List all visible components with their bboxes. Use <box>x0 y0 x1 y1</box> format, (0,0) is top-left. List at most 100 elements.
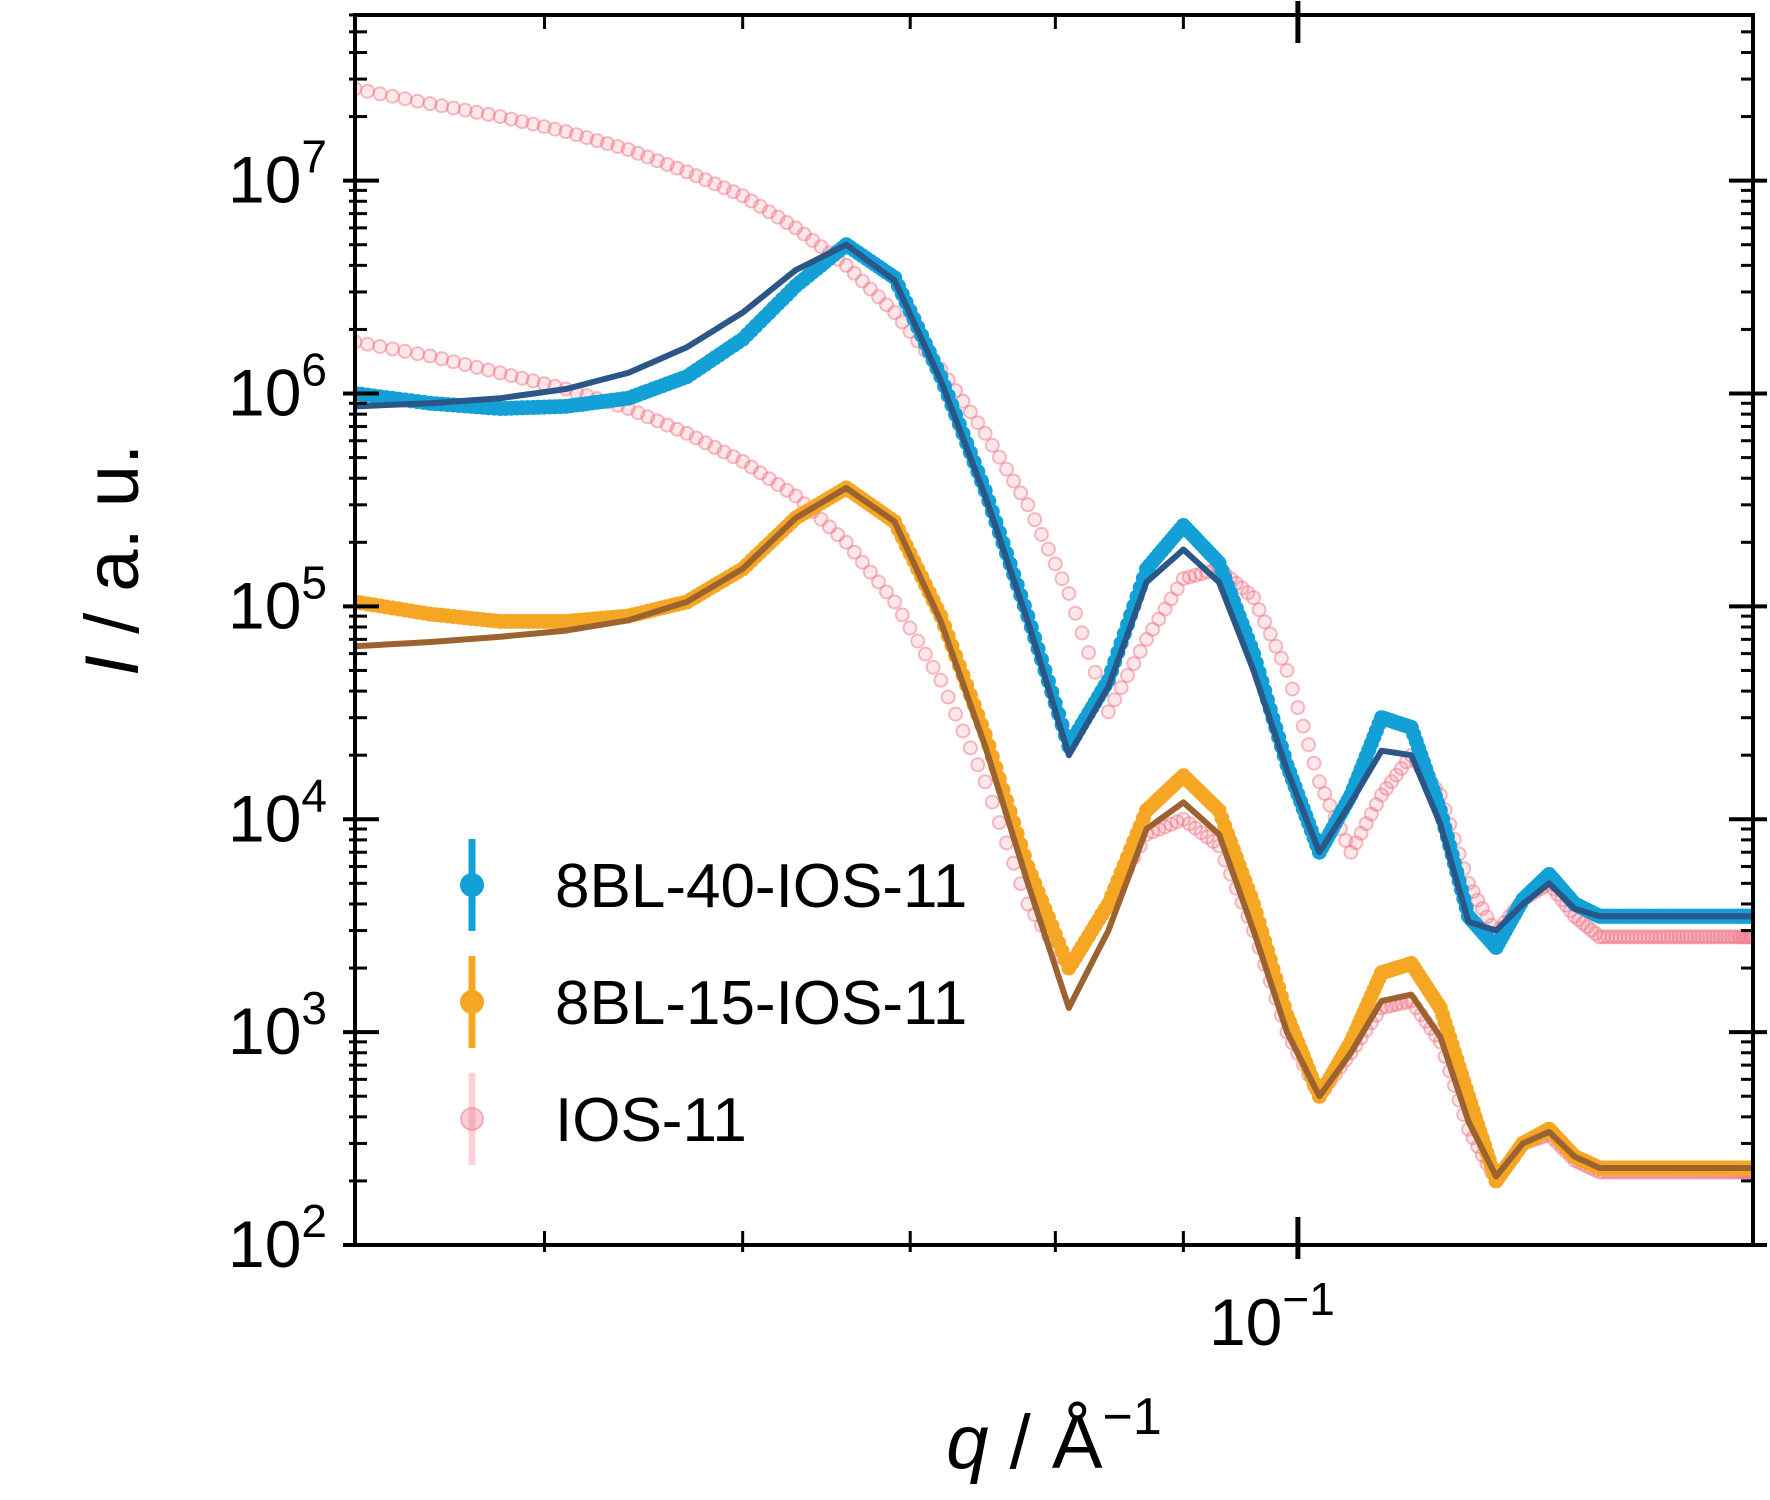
legend: 8BL-40-IOS-11 8BL-15-IOS-11 IOS-11 <box>460 839 967 1165</box>
data-point <box>991 815 1007 830</box>
data-point <box>1474 901 1490 916</box>
data-point <box>1273 650 1289 666</box>
data-point <box>1663 929 1679 945</box>
series-layer <box>355 81 1753 1189</box>
data-point <box>397 343 413 359</box>
data-point <box>1306 755 1322 771</box>
data-point <box>503 368 519 384</box>
data-point <box>492 109 508 125</box>
data-point <box>940 689 956 705</box>
data-point <box>970 757 986 773</box>
data-point <box>1290 700 1306 716</box>
y-tick-label: 105 <box>228 556 327 642</box>
data-point <box>1470 892 1486 908</box>
data-point <box>1040 541 1056 557</box>
data-point <box>1113 680 1129 696</box>
data-point <box>503 111 519 127</box>
data-point <box>1675 929 1691 945</box>
data-point <box>984 794 1000 810</box>
data-point <box>887 305 903 321</box>
data-point <box>1006 473 1022 489</box>
data-point <box>1047 556 1063 572</box>
data-point <box>547 121 563 137</box>
data-point <box>1020 497 1036 513</box>
x-tick-label: 10−1 <box>1209 1273 1335 1359</box>
data-point <box>862 564 878 580</box>
data-point <box>977 774 993 790</box>
data-point <box>1301 737 1317 753</box>
data-point <box>1107 692 1123 708</box>
data-point <box>1671 929 1687 945</box>
data-point <box>1679 929 1695 945</box>
data-point <box>360 336 375 352</box>
data-point <box>525 116 541 132</box>
data-point <box>1479 909 1495 925</box>
data-point <box>1268 638 1284 654</box>
data-point <box>970 415 986 431</box>
data-point <box>385 341 400 357</box>
data-point <box>838 534 854 550</box>
data-point <box>1262 626 1278 642</box>
data-point <box>1054 571 1070 587</box>
data-point <box>1013 485 1029 501</box>
data-point <box>1667 929 1683 945</box>
data-point <box>385 88 400 104</box>
fit-line-fit-8bl-40-ios-11 <box>355 241 1753 934</box>
y-tick-label: 107 <box>228 131 327 217</box>
data-point <box>1682 929 1698 945</box>
data-point <box>1132 643 1148 659</box>
y-axis-label: I / a. u. <box>70 444 155 676</box>
data-point <box>1061 586 1077 601</box>
legend-marker <box>460 990 484 1014</box>
data-point <box>1257 614 1273 630</box>
data-point <box>1120 668 1135 683</box>
y-tick-label: 103 <box>228 982 327 1068</box>
data-point <box>991 449 1007 465</box>
data-point <box>372 339 388 354</box>
data-point <box>536 119 552 135</box>
data-point <box>1126 656 1142 671</box>
legend-label: IOS-11 <box>555 1086 747 1155</box>
data-point <box>871 574 886 590</box>
data-point <box>360 83 375 99</box>
data-point <box>948 706 964 722</box>
fit-line-fit-8bl-15-ios-11 <box>355 485 1753 1180</box>
series-8bl-15-ios-11 <box>355 480 1753 1189</box>
data-point <box>1100 704 1116 720</box>
data-point <box>999 461 1014 477</box>
data-point <box>854 554 870 570</box>
data-point <box>917 646 933 662</box>
data-point <box>887 594 903 610</box>
data-point <box>894 607 910 623</box>
data-point <box>962 404 978 420</box>
legend-label: 8BL-15-IOS-11 <box>555 969 967 1038</box>
data-point <box>955 723 971 739</box>
axes-layer: 102 103 104 105 106 107 10−1 q / Å−1 I / a. u. <box>70 1 1767 1485</box>
data-point <box>1251 602 1267 618</box>
legend-item-8bl-40-ios-11: 8BL-40-IOS-11 <box>460 839 967 931</box>
data-point <box>1081 645 1097 661</box>
data-point <box>397 91 413 107</box>
series-ios-11-lower <box>355 334 1753 1189</box>
x-axis-label: q / Å−1 <box>946 1388 1162 1485</box>
series-ios-11 <box>355 81 1753 945</box>
y-tick-label: 102 <box>228 1195 327 1281</box>
data-point <box>410 93 425 109</box>
data-point <box>514 114 530 130</box>
data-point <box>962 740 978 756</box>
data-point <box>1246 590 1261 606</box>
legend-marker <box>460 873 484 897</box>
data-point <box>902 620 918 636</box>
legend-item-8bl-15-ios-11: 8BL-15-IOS-11 <box>460 956 967 1048</box>
data-point <box>846 544 862 560</box>
legend-label: 8BL-40-IOS-11 <box>555 852 967 921</box>
data-point <box>1027 512 1043 528</box>
data-point <box>1074 625 1090 641</box>
y-tick-label: 104 <box>228 769 327 855</box>
data-point <box>1284 681 1300 697</box>
data-point <box>1295 718 1311 734</box>
data-point <box>514 370 530 386</box>
data-point <box>977 425 993 441</box>
series-8bl-40-ios-11 <box>355 237 1753 955</box>
